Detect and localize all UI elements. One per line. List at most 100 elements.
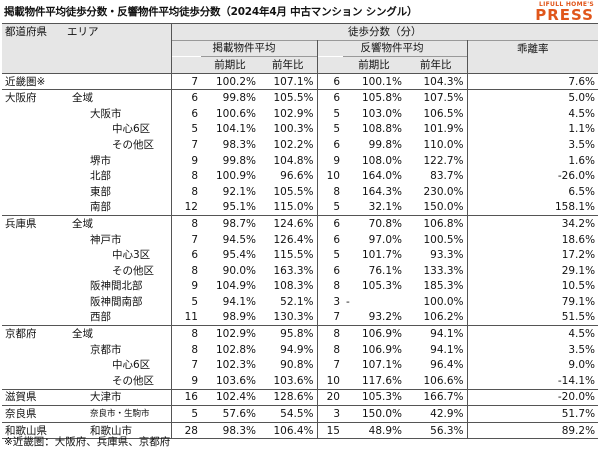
- cell-prefecture: [2, 232, 64, 248]
- cell-response-minutes: 7: [333, 311, 340, 324]
- cell-listed-prev-period: 103.6%: [215, 374, 256, 387]
- cell-listed-prev-period: 100.6%: [215, 107, 256, 120]
- header-row-1: 都道府県 エリア 徒歩分数（分）: [2, 23, 599, 41]
- cell-response-prev-year: 100.5%: [405, 231, 468, 248]
- table-row: 和歌山県 和歌山市 28 98.3% 106.4% 15 48.9% 56.3% 89.2%: [2, 421, 599, 439]
- cell-listed-minutes: 6: [191, 249, 198, 262]
- cell-response-minutes: 6: [333, 264, 340, 277]
- cell-area: その他区: [64, 262, 172, 279]
- cell-listed-prev-year: 104.8%: [259, 152, 318, 169]
- header-listed-prev-year: 前年比: [259, 56, 318, 74]
- cell-response-prev-year: 106.2%: [405, 309, 468, 326]
- cell-divergence-rate: 29.1%: [561, 264, 596, 277]
- cell-listed-prev-period: 95.4%: [222, 249, 256, 262]
- table-row: 奈良県 奈良市・生駒市 5 57.6% 54.5% 3 150.0% 42.9% 51.7%: [2, 405, 599, 423]
- cell-area: 奈良市・生駒市: [64, 405, 172, 423]
- cell-listed-prev-year: 102.9%: [259, 105, 318, 122]
- cell-response-prev-period: 106.9%: [343, 325, 405, 342]
- cell-listed-minutes: 12: [184, 201, 198, 214]
- cell-divergence-rate: 9.0%: [568, 359, 596, 372]
- cell-area: その他区: [64, 373, 172, 390]
- cell-listed-prev-period: 98.3%: [201, 421, 259, 439]
- cell-response-prev-period: 105.3%: [361, 280, 402, 293]
- table-row: 西部 11 98.9% 130.3% 7 93.2% 106.2% 51.5%: [2, 309, 598, 326]
- cell-listed-prev-year: 115.5%: [259, 247, 318, 263]
- cell-divergence-rate: 4.5%: [568, 107, 596, 120]
- cell-response-prev-period: 108.0%: [361, 154, 402, 167]
- table-row: 阪神間北部 9 104.9% 108.3% 8 105.3% 185.3% 10.5%: [2, 278, 598, 295]
- cell-divergence-rate: 51.7%: [467, 405, 599, 423]
- cell-response-minutes: 5: [333, 249, 340, 262]
- cell-prefecture: 京都府: [2, 325, 64, 342]
- cell-listed-prev-period: 102.8%: [215, 343, 256, 356]
- cell-response-prev-period: 117.6%: [361, 374, 402, 387]
- cell-response-prev-period: 101.7%: [361, 249, 402, 262]
- data-table: 都道府県 エリア 徒歩分数（分） 掲載物件平均 反響物件平均 乖離率 前期比 前…: [2, 23, 599, 439]
- cell-listed-prev-year: 54.5%: [259, 405, 318, 423]
- cell-listed-prev-year: 115.0%: [259, 199, 318, 216]
- cell-divergence-rate: 18.6%: [561, 233, 596, 246]
- cell-response-prev-year: 107.5%: [405, 89, 468, 106]
- cell-listed-prev-period: 57.6%: [201, 405, 259, 423]
- table-row: 南部 12 95.1% 115.0% 5 32.1% 150.0% 158.1%: [2, 199, 598, 216]
- cell-listed-minutes: 8: [191, 170, 198, 183]
- header-walk-minutes: 徒歩分数（分）: [171, 23, 599, 41]
- cell-response-prev-period: 108.8%: [361, 123, 402, 136]
- cell-divergence-rate: 10.5%: [561, 280, 596, 293]
- cell-response-prev-period: 48.9%: [343, 421, 405, 439]
- cell-response-minutes: 8: [317, 325, 343, 342]
- cell-listed-minutes: 7: [191, 233, 198, 246]
- cell-listed-prev-period: 98.9%: [222, 311, 256, 324]
- table-row: 神戸市 7 94.5% 126.4% 6 97.0% 100.5% 18.6%: [2, 231, 598, 248]
- cell-response-minutes: 20: [317, 388, 343, 406]
- cell-listed-prev-year: 128.6%: [259, 388, 318, 406]
- cell-response-prev-period: 107.1%: [361, 359, 402, 372]
- cell-response-prev-period: 97.0%: [368, 233, 402, 246]
- cell-response-prev-year: 106.6%: [405, 373, 468, 390]
- cell-response-minutes: 3: [317, 405, 343, 423]
- cell-area: 大阪市: [64, 105, 172, 122]
- cell-divergence-rate: -20.0%: [467, 388, 599, 406]
- cell-prefecture: 和歌山県: [2, 421, 64, 439]
- cell-response-prev-year: 104.3%: [405, 72, 468, 90]
- cell-area: 東部: [64, 183, 172, 200]
- cell-area: 全域: [64, 89, 172, 106]
- cell-listed-prev-period: 94.1%: [222, 295, 256, 308]
- cell-response-prev-period: 99.8%: [368, 138, 402, 151]
- table-row: 滋賀県 大津市 16 102.4% 128.6% 20 105.3% 166.7% -20.0%: [2, 388, 599, 406]
- cell-listed-prev-period: 102.3%: [215, 359, 256, 372]
- cell-response-prev-year: 110.0%: [405, 137, 468, 153]
- cell-prefecture: 兵庫県: [2, 215, 64, 232]
- table-row: 中心3区 6 95.4% 115.5% 5 101.7% 93.3% 17.2%: [2, 247, 598, 263]
- cell-response-prev-year: 56.3%: [405, 421, 468, 439]
- cell-response-minutes: 15: [317, 421, 343, 439]
- brand-logo: LIFULL HOME'S PRESS: [535, 1, 594, 23]
- cell-area: 中心6区: [64, 357, 172, 374]
- cell-prefecture: 大阪府: [2, 89, 64, 106]
- cell-area: 大津市: [64, 388, 172, 406]
- cell-response-prev-year: 83.7%: [405, 168, 468, 184]
- cell-listed-prev-period: 102.4%: [201, 388, 259, 406]
- cell-prefecture: [2, 357, 64, 373]
- cell-listed-minutes: 8: [191, 185, 198, 198]
- cell-area: 全域: [64, 215, 172, 232]
- header-listed-prev-period: 前期比: [201, 56, 259, 74]
- cell-listed-prev-period: 95.1%: [222, 201, 256, 214]
- cell-listed-prev-period: 92.1%: [222, 185, 256, 198]
- cell-response-prev-year: 106.5%: [405, 105, 468, 122]
- cell-listed-prev-year: 52.1%: [259, 294, 318, 310]
- cell-listed-minutes: 8: [191, 264, 198, 277]
- table-row: その他区 9 103.6% 103.6% 10 117.6% 106.6% -14.1%: [2, 373, 598, 390]
- cell-listed-prev-year: 126.4%: [259, 231, 318, 248]
- cell-response-minutes: 9: [333, 154, 340, 167]
- cell-listed-minutes: 6: [171, 89, 201, 106]
- brand-big-text: PRESS: [535, 6, 594, 24]
- cell-response-prev-year: 93.3%: [405, 247, 468, 263]
- cell-prefecture: [2, 200, 64, 216]
- cell-listed-prev-period: 94.5%: [222, 233, 256, 246]
- cell-prefecture: [2, 122, 64, 138]
- cell-listed-minutes: 5: [191, 295, 198, 308]
- cell-listed-prev-period: 98.7%: [201, 215, 259, 232]
- cell-listed-prev-period: 90.0%: [222, 264, 256, 277]
- cell-divergence-rate: 17.2%: [561, 249, 596, 262]
